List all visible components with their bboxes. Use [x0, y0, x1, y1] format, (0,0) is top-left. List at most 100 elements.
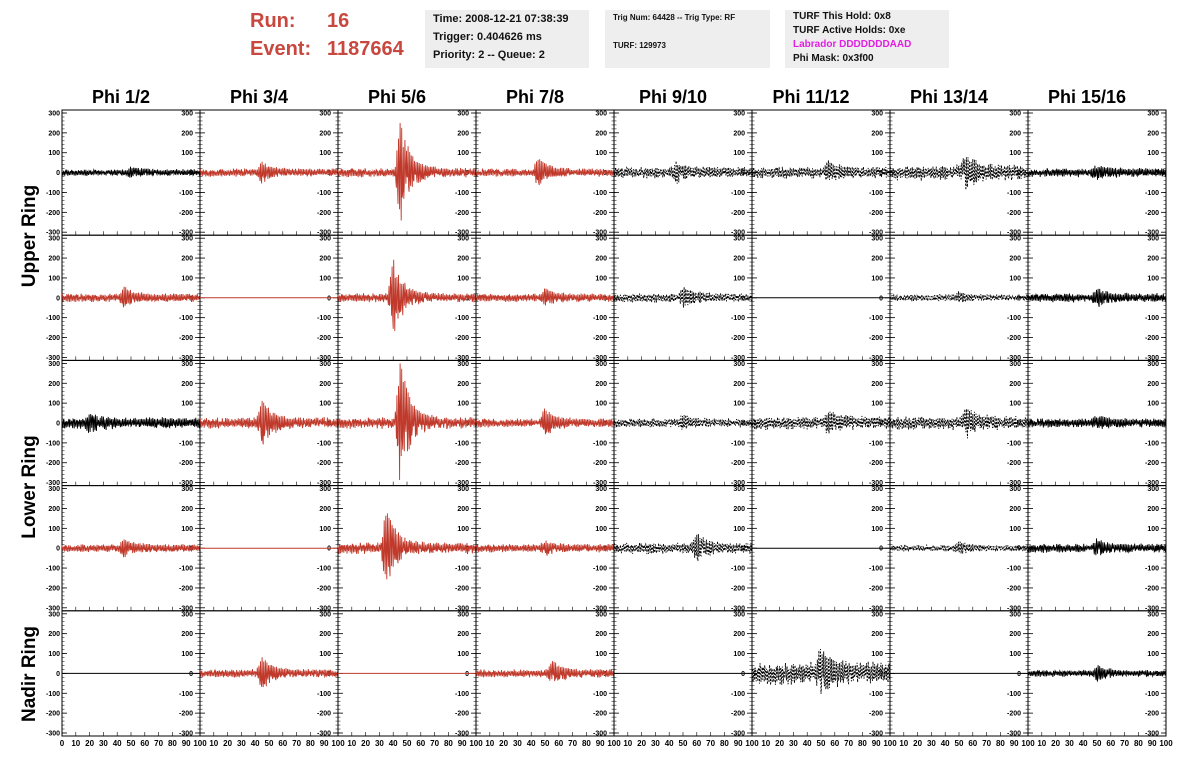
y-tick-label: 100 — [871, 401, 883, 408]
waveform-trace — [475, 660, 615, 682]
y-tick-label: 0 — [465, 671, 469, 678]
y-tick-label: -100 — [317, 190, 331, 197]
y-tick-label: 300 — [181, 236, 193, 243]
y-tick-label: 100 — [871, 651, 883, 658]
x-tick-label: 60 — [278, 739, 287, 748]
waveform-trace — [337, 363, 477, 481]
y-tick-label: 300 — [733, 611, 745, 618]
x-tick-label: 100 — [331, 739, 345, 748]
y-tick-label: 200 — [595, 631, 607, 638]
x-tick-label: 50 — [817, 739, 826, 748]
y-tick-label: -200 — [317, 711, 331, 718]
y-tick-label: -100 — [869, 691, 883, 698]
y-tick-label: 100 — [181, 401, 193, 408]
x-tick-label: 20 — [85, 739, 94, 748]
y-tick-label: 200 — [457, 381, 469, 388]
x-tick-label: 80 — [858, 739, 867, 748]
y-tick-label: 100 — [1009, 526, 1021, 533]
y-tick-label: 300 — [1147, 611, 1159, 618]
run-value: 16 — [327, 10, 350, 32]
y-tick-label: -200 — [1007, 210, 1021, 217]
x-tick-label: 60 — [968, 739, 977, 748]
y-tick-label: 200 — [595, 256, 607, 263]
y-tick-label: 300 — [319, 236, 331, 243]
y-tick-label: -100 — [46, 691, 60, 698]
waveform-trace — [751, 411, 891, 434]
y-tick-label: -200 — [869, 460, 883, 467]
y-tick-label: 200 — [1009, 506, 1021, 513]
x-tick-label: 60 — [1106, 739, 1115, 748]
x-tick-label: 20 — [1051, 739, 1060, 748]
y-tick-label: 0 — [56, 295, 60, 302]
y-tick-label: 200 — [1147, 631, 1159, 638]
waveform-trace — [613, 415, 753, 430]
y-tick-label: -200 — [455, 585, 469, 592]
y-tick-label: 300 — [1009, 111, 1021, 118]
x-tick-label: 90 — [1010, 739, 1019, 748]
x-tick-label: 70 — [706, 739, 715, 748]
turf-text: TURF: 129973 — [613, 41, 666, 50]
x-tick-label: 10 — [485, 739, 494, 748]
y-tick-label: -100 — [317, 440, 331, 447]
y-tick-label: 0 — [1017, 671, 1021, 678]
y-tick-label: 200 — [457, 631, 469, 638]
y-tick-label: 200 — [181, 130, 193, 137]
column-title-phi-7-8: Phi 7/8 — [505, 87, 565, 107]
y-tick-label: 0 — [327, 546, 331, 553]
time-info-box: Time: 2008-12-21 07:38:39 Trigger: 0.404… — [425, 10, 589, 68]
y-tick-label: 100 — [457, 150, 469, 157]
x-tick-label: 50 — [1093, 739, 1102, 748]
y-tick-label: 200 — [48, 506, 60, 513]
y-tick-label: -100 — [1145, 566, 1159, 573]
trigger-info-box: Trig Num: 64428 -- Trig Type: RF TURF: 1… — [605, 10, 770, 68]
x-tick-label: 70 — [154, 739, 163, 748]
y-tick-label: -200 — [869, 585, 883, 592]
x-tick-label: 60 — [416, 739, 425, 748]
waveform-trace — [61, 539, 201, 558]
waveform-trace — [61, 166, 201, 178]
y-tick-label: 100 — [319, 150, 331, 157]
y-tick-label: 200 — [48, 631, 60, 638]
y-tick-label: 300 — [871, 361, 883, 368]
y-tick-label: 100 — [733, 275, 745, 282]
x-tick-label: 70 — [982, 739, 991, 748]
y-tick-label: -100 — [455, 440, 469, 447]
y-tick-label: 200 — [319, 506, 331, 513]
y-tick-label: -100 — [731, 691, 745, 698]
y-tick-label: 300 — [871, 486, 883, 493]
y-tick-label: 100 — [1009, 651, 1021, 658]
y-tick-label: 200 — [319, 631, 331, 638]
turf-hold-text: TURF This Hold: 0x8 — [793, 11, 891, 22]
x-tick-label: 50 — [955, 739, 964, 748]
x-tick-label: 60 — [830, 739, 839, 748]
y-tick-label: 100 — [457, 651, 469, 658]
y-tick-label: 100 — [1009, 150, 1021, 157]
x-tick-label: 90 — [182, 739, 191, 748]
y-tick-label: -100 — [179, 315, 193, 322]
y-tick-label: 100 — [733, 651, 745, 658]
x-tick-label: 30 — [375, 739, 384, 748]
y-tick-label: 100 — [457, 275, 469, 282]
y-tick-label: 0 — [879, 546, 883, 553]
waveform-trace — [475, 540, 615, 556]
x-tick-label: 20 — [637, 739, 646, 748]
y-tick-label: 200 — [871, 381, 883, 388]
y-tick-label: 100 — [319, 526, 331, 533]
y-tick-label: -100 — [179, 691, 193, 698]
x-tick-label: 100 — [607, 739, 621, 748]
y-tick-label: -200 — [869, 210, 883, 217]
y-tick-label: 100 — [595, 275, 607, 282]
y-tick-label: -100 — [179, 440, 193, 447]
y-tick-label: -100 — [1145, 440, 1159, 447]
y-tick-label: 200 — [733, 130, 745, 137]
y-tick-label: 100 — [595, 651, 607, 658]
waveform-trace — [613, 160, 753, 184]
y-tick-label: 300 — [733, 361, 745, 368]
y-tick-label: 300 — [595, 611, 607, 618]
waveform-trace — [61, 286, 201, 308]
y-tick-label: -100 — [179, 190, 193, 197]
y-tick-label: 0 — [56, 671, 60, 678]
y-tick-label: 300 — [871, 236, 883, 243]
x-tick-label: 100 — [883, 739, 897, 748]
waveform-trace — [889, 408, 1029, 439]
